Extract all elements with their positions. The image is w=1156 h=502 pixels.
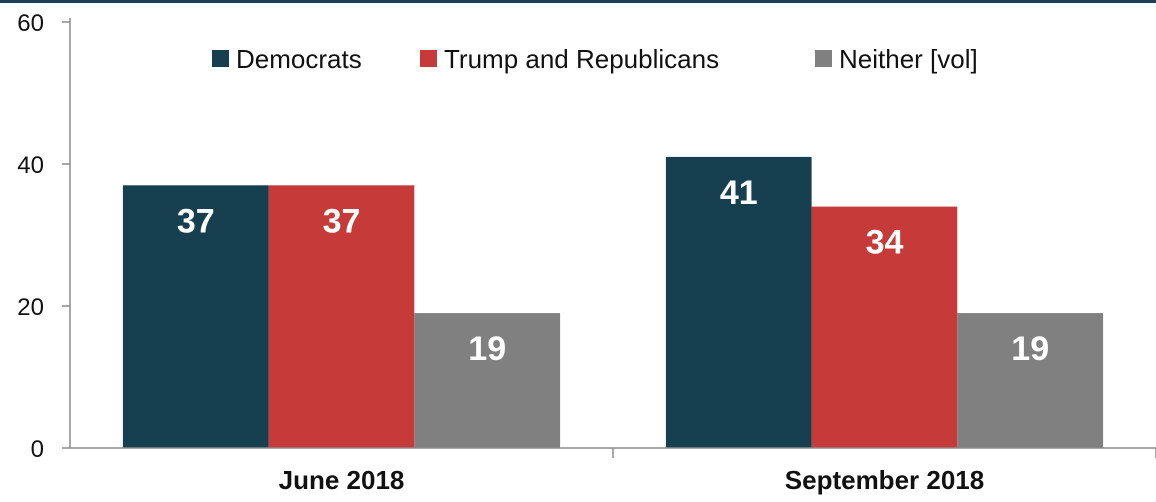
y-tick-label: 0: [31, 436, 44, 463]
legend-label: Democrats: [236, 44, 362, 74]
data-labels-group: 37 37 19 41 34 19: [177, 174, 1049, 368]
bar-trump-and-republicans-september-2018: [811, 206, 958, 448]
data-label: 37: [323, 202, 361, 240]
data-label: 41: [720, 174, 758, 212]
bars-group: [122, 156, 1104, 449]
legend-swatch: [212, 50, 229, 67]
data-label: 19: [468, 330, 506, 368]
axes-group: June 2018 September 2018 0 20 40 60: [17, 10, 1156, 495]
data-label: 19: [1011, 330, 1049, 368]
bar-trump-and-republicans-june-2018: [268, 185, 415, 449]
y-tick-label: 60: [17, 10, 44, 37]
bar-neither-vol-june-2018: [414, 313, 561, 448]
legend-label: Neither [vol]: [839, 44, 978, 74]
x-category-label: June 2018: [279, 465, 405, 495]
data-label: 34: [866, 224, 904, 262]
bar-democrats-september-2018: [665, 156, 812, 448]
x-category-label: September 2018: [785, 465, 984, 495]
legend-label: Trump and Republicans: [444, 44, 719, 74]
bar-democrats-june-2018: [122, 185, 269, 449]
legend-swatch: [420, 50, 437, 67]
legend: Democrats Trump and Republicans Neither [v…: [212, 44, 978, 74]
top-border-line: [0, 0, 1156, 3]
y-tick-label: 40: [17, 152, 44, 179]
data-label: 37: [177, 202, 215, 240]
bar-neither-vol-september-2018: [957, 313, 1104, 448]
legend-swatch: [815, 50, 832, 67]
y-tick-label: 20: [17, 294, 44, 321]
